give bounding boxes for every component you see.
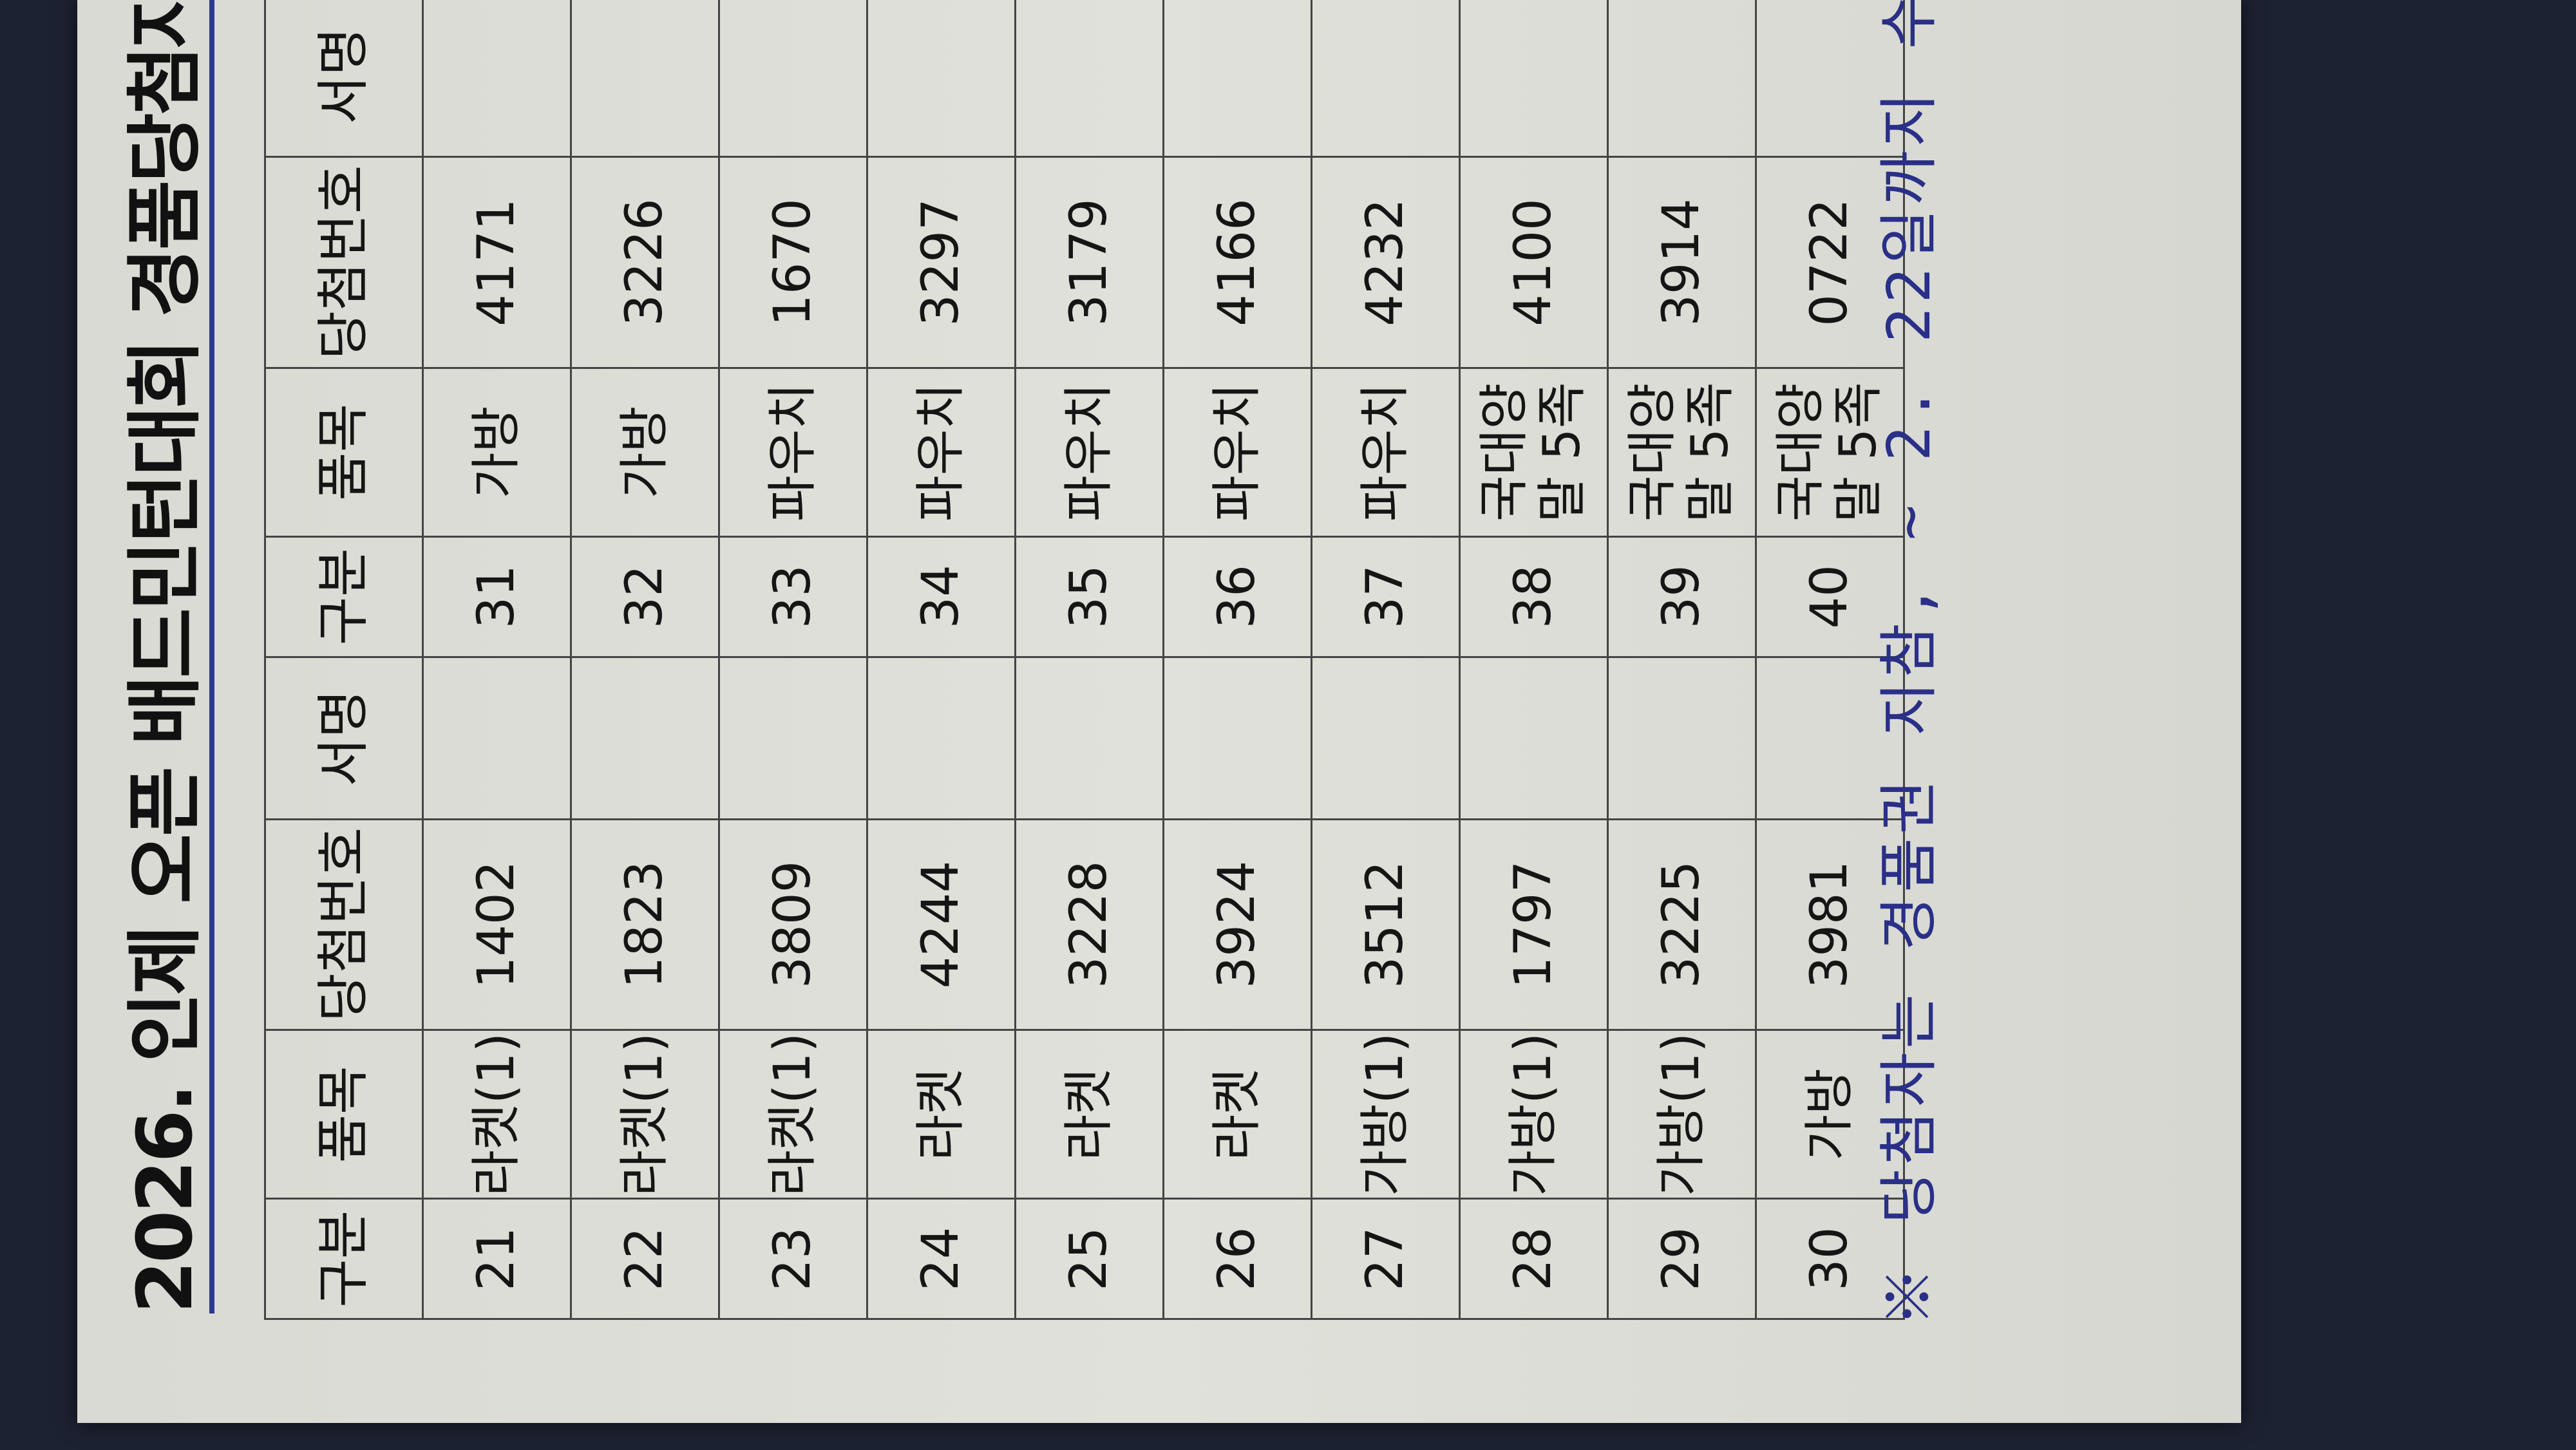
table-row: 24 라켓 4244 34 파우치 3297 <box>867 0 1016 1319</box>
title-underline <box>209 0 214 1313</box>
cell-number: 3228 <box>1015 819 1164 1030</box>
table-row: 25 라켓 3228 35 파우치 3179 <box>1015 0 1164 1319</box>
cell-no: 31 <box>422 536 571 657</box>
cell-item: 파우치 <box>1015 368 1164 537</box>
cell-item: 가방 <box>571 368 719 537</box>
cell-no: 38 <box>1459 536 1608 657</box>
cell-item: 가방(1) <box>1459 1030 1608 1199</box>
cell-sign <box>867 0 1016 157</box>
cell-number: 3914 <box>1607 156 1756 368</box>
cell-no: 27 <box>1311 1198 1460 1319</box>
paper-sheet: 2026. 인제 오픈 배드민턴대회 경품당첨자 명단 ② 구분 품목 당첨번호… <box>77 0 2241 1423</box>
cell-sign <box>1607 657 1756 820</box>
table-row: 29 가방(1) 3225 39 국대양말 5족 3914 <box>1607 0 1756 1319</box>
cell-item: 라켓 <box>1163 1030 1312 1199</box>
cell-number: 3512 <box>1311 819 1460 1030</box>
table-row: 26 라켓 3924 36 파우치 4166 <box>1163 0 1312 1319</box>
cell-sign <box>1459 657 1608 820</box>
cell-number: 4166 <box>1163 156 1312 368</box>
header-row: 구분 품목 당첨번호 서명 구분 품목 당첨번호 서명 <box>265 0 423 1319</box>
cell-sign <box>1311 657 1460 820</box>
cell-sign <box>571 657 719 820</box>
cell-sign <box>571 0 719 157</box>
cell-number: 1823 <box>571 819 719 1030</box>
cell-number: 4232 <box>1311 156 1460 368</box>
table-row: 22 라켓(1) 1823 32 가방 3226 <box>571 0 719 1319</box>
header-number: 당첨번호 <box>265 819 423 1030</box>
header-no: 구분 <box>265 1198 423 1319</box>
cell-no: 39 <box>1607 536 1756 657</box>
cell-sign <box>1459 0 1608 157</box>
cell-sign <box>719 657 867 820</box>
cell-item: 국대양말 5족 <box>1607 368 1756 537</box>
cell-item: 라켓(1) <box>422 1030 571 1199</box>
cell-item: 파우치 <box>719 368 867 537</box>
cell-number: 3809 <box>719 819 867 1030</box>
cell-no: 29 <box>1607 1198 1756 1319</box>
cell-sign <box>422 0 571 157</box>
cell-no: 26 <box>1163 1198 1312 1319</box>
cell-no: 24 <box>867 1198 1016 1319</box>
cell-no: 37 <box>1311 536 1460 657</box>
document-page: 2026. 인제 오픈 배드민턴대회 경품당첨자 명단 ② 구분 품목 당첨번호… <box>77 0 2241 1423</box>
cell-number: 1670 <box>719 156 867 368</box>
cell-no: 28 <box>1459 1198 1608 1319</box>
cell-number: 4100 <box>1459 156 1608 368</box>
table-row: 28 가방(1) 1797 38 국대양말 5족 4100 <box>1459 0 1608 1319</box>
cell-no: 34 <box>867 536 1016 657</box>
cell-item: 파우치 <box>1163 368 1312 537</box>
header-no: 구분 <box>265 536 423 657</box>
winners-table: 구분 품목 당첨번호 서명 구분 품목 당첨번호 서명 21 라켓(1) 1402 3… <box>264 0 1905 1320</box>
cell-item: 가방(1) <box>1607 1030 1756 1199</box>
cell-number: 3226 <box>571 156 719 368</box>
cell-sign <box>1015 657 1164 820</box>
cell-number: 4244 <box>867 819 1016 1030</box>
cell-no: 35 <box>1015 536 1164 657</box>
cell-number: 3924 <box>1163 819 1312 1030</box>
cell-item: 라켓(1) <box>719 1030 867 1199</box>
document-title: 2026. 인제 오픈 배드민턴대회 경품당첨자 명단 ② <box>120 0 209 1313</box>
cell-item: 파우치 <box>867 368 1016 537</box>
cell-no: 25 <box>1015 1198 1164 1319</box>
cell-item: 파우치 <box>1311 368 1460 537</box>
cell-no: 21 <box>422 1198 571 1319</box>
cell-sign <box>422 657 571 820</box>
cell-item: 국대양말 5족 <box>1459 368 1608 537</box>
cell-no: 36 <box>1163 536 1312 657</box>
cell-number: 1797 <box>1459 819 1608 1030</box>
cell-number: 1402 <box>422 819 571 1030</box>
header-number: 당첨번호 <box>265 156 423 368</box>
cell-sign <box>1311 0 1460 157</box>
cell-no: 22 <box>571 1198 719 1319</box>
cell-number: 3179 <box>1015 156 1164 368</box>
header-item: 품목 <box>265 368 423 537</box>
cell-sign <box>1163 657 1312 820</box>
header-sign: 서명 <box>265 0 423 157</box>
cell-no: 32 <box>571 536 719 657</box>
header-sign: 서명 <box>265 657 423 820</box>
cell-sign <box>1163 0 1312 157</box>
cell-number: 3297 <box>867 156 1016 368</box>
cell-item: 라켓 <box>867 1030 1016 1199</box>
cell-item: 라켓 <box>1015 1030 1164 1199</box>
cell-item: 가방 <box>422 368 571 537</box>
cell-sign <box>1607 0 1756 157</box>
cell-sign <box>1015 0 1164 157</box>
cell-no: 33 <box>719 536 867 657</box>
cell-number: 3225 <box>1607 819 1756 1030</box>
cell-sign <box>867 657 1016 820</box>
cell-sign <box>719 0 867 157</box>
table-row: 27 가방(1) 3512 37 파우치 4232 <box>1311 0 1460 1319</box>
header-item: 품목 <box>265 1030 423 1199</box>
cell-item: 라켓(1) <box>571 1030 719 1199</box>
table-row: 23 라켓(1) 3809 33 파우치 1670 <box>719 0 867 1319</box>
cell-number: 4171 <box>422 156 571 368</box>
cell-item: 가방(1) <box>1311 1030 1460 1199</box>
notice-footer: ※ 당첨자는 경품권 지참, ~ 2. 22일까지 수령에 한함 <box>1875 0 1944 1326</box>
cell-no: 23 <box>719 1198 867 1319</box>
table-row: 21 라켓(1) 1402 31 가방 4171 <box>422 0 571 1319</box>
